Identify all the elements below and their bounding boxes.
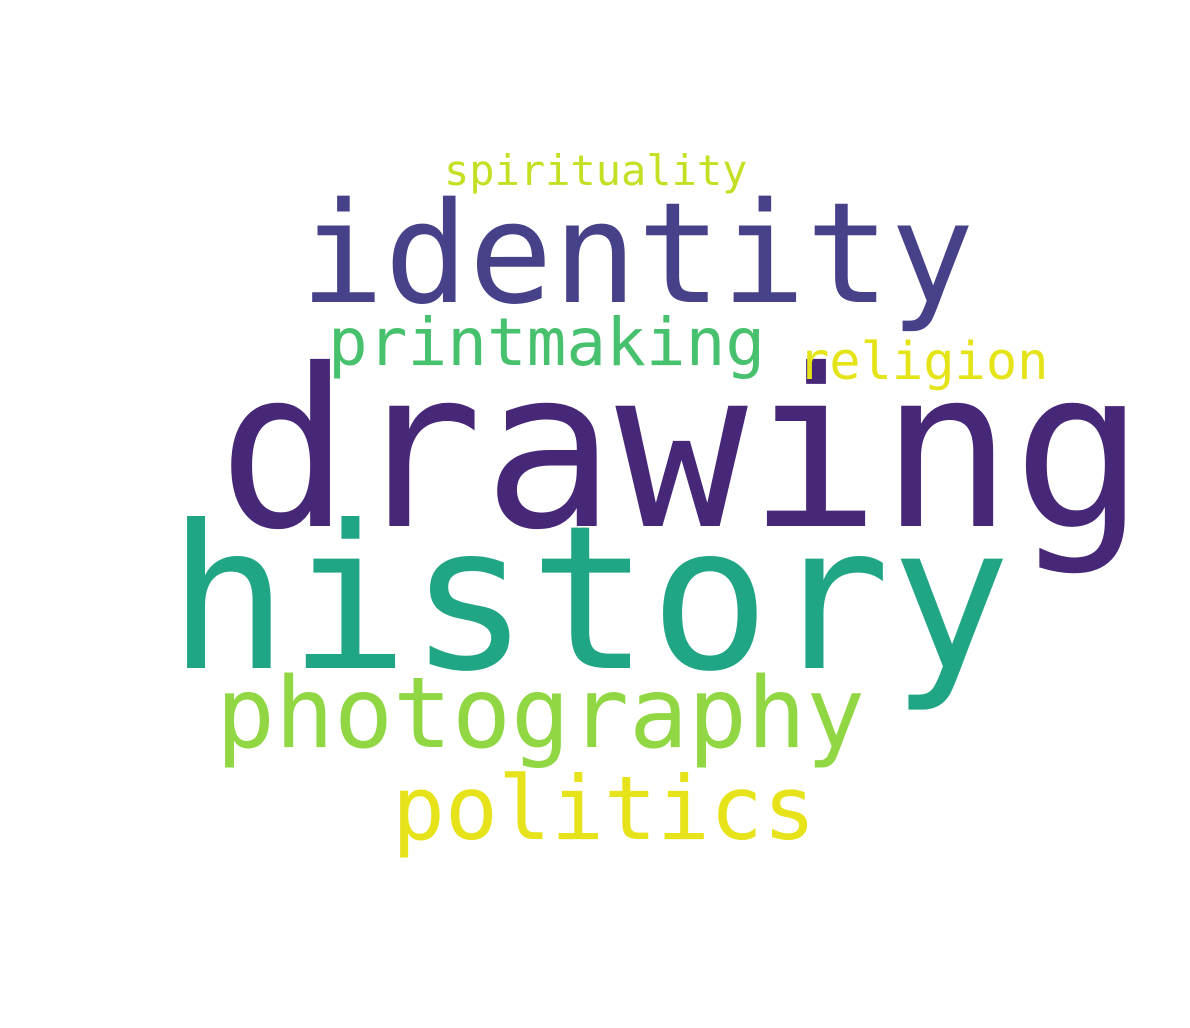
word-drawing: drawing xyxy=(218,322,1146,578)
word-history: history xyxy=(168,483,1011,716)
word-spirituality: spirituality xyxy=(444,146,748,195)
word-printmaking: printmaking xyxy=(328,304,766,381)
word-photography: photography xyxy=(216,657,866,771)
word-religion: religion xyxy=(798,332,1049,392)
word-politics: politics xyxy=(392,757,816,860)
word-identity: identity xyxy=(300,173,975,336)
